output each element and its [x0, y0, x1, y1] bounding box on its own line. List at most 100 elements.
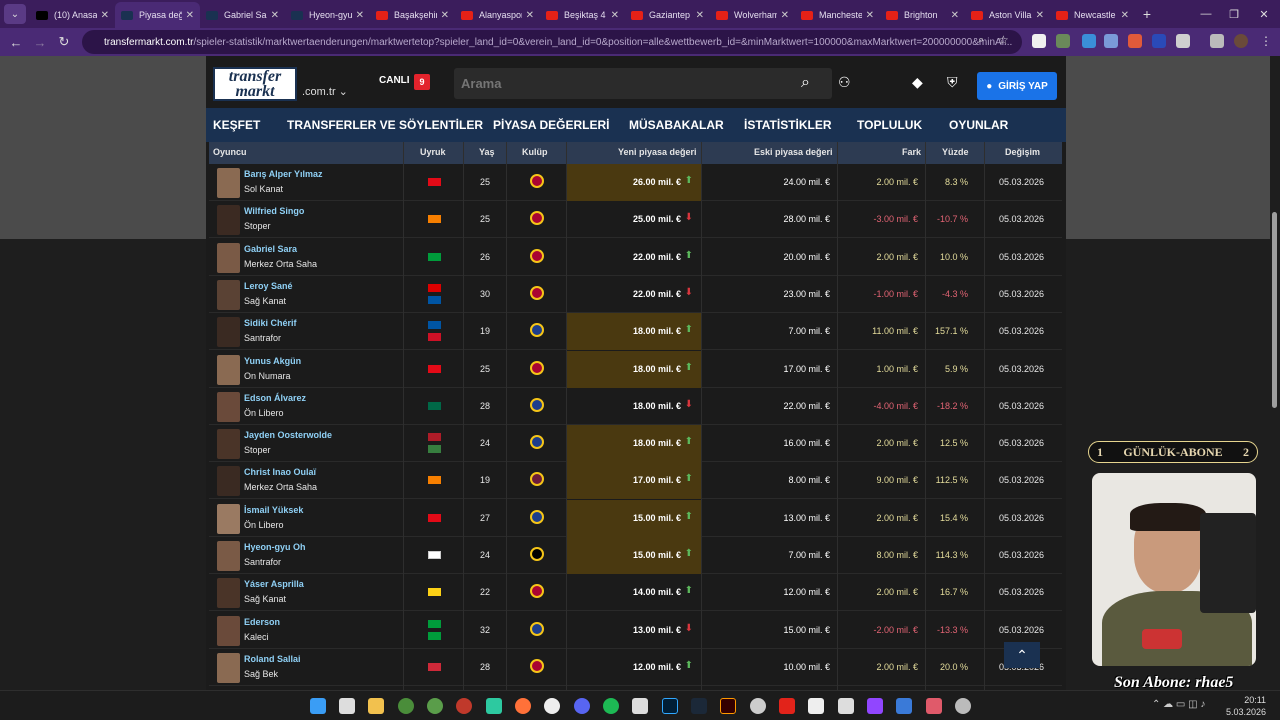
header-diff[interactable]: Fark — [902, 147, 922, 157]
new-market-value[interactable]: 17.00 mil. € — [632, 475, 681, 486]
settings-icon[interactable] — [750, 698, 766, 714]
app-icon[interactable] — [632, 698, 648, 714]
back-icon[interactable]: ← — [9, 34, 23, 50]
new-market-value[interactable]: 18.00 mil. € — [632, 400, 681, 411]
new-market-value[interactable]: 22.00 mil. € — [632, 251, 681, 262]
club-crest-icon[interactable] — [530, 584, 544, 599]
app-icon[interactable] — [838, 698, 854, 714]
back-to-top-button[interactable]: ⌃ — [1004, 642, 1040, 668]
extension-icon[interactable] — [1152, 34, 1166, 48]
app-icon[interactable] — [544, 698, 560, 714]
reload-icon[interactable]: ↻ — [58, 34, 70, 49]
extensions-puzzle-icon[interactable] — [1176, 34, 1190, 48]
browser-tab[interactable]: Gaziantep ✕ — [625, 2, 710, 28]
new-market-value[interactable]: 26.00 mil. € — [632, 177, 681, 187]
nav-community[interactable]: TOPLULUK — [857, 118, 923, 132]
new-market-value[interactable]: 18.00 mil. € — [632, 438, 681, 449]
tab-close-icon[interactable]: ✕ — [270, 9, 279, 21]
club-crest-icon[interactable] — [530, 248, 544, 263]
browser-tab[interactable]: Piyasa değerleri✕ — [115, 2, 200, 28]
player-photo[interactable] — [217, 242, 240, 273]
chrome-profile-icon[interactable] — [427, 698, 443, 714]
tab-close-icon[interactable]: ✕ — [1035, 9, 1044, 21]
extension-icon[interactable] — [1056, 34, 1070, 48]
url-input[interactable]: transfermarkt.com.tr/spieler-statistik/m… — [82, 30, 1022, 54]
player-photo[interactable] — [217, 466, 240, 497]
file-explorer-icon[interactable] — [368, 698, 384, 714]
player-photo[interactable] — [217, 652, 240, 683]
nav-transfers[interactable]: TRANSFERLER VE SÖYLENTİLER — [287, 118, 484, 132]
tab-close-icon[interactable]: ✕ — [355, 9, 364, 21]
search-input[interactable] — [454, 68, 784, 99]
photoshop-icon[interactable] — [662, 698, 678, 714]
club-crest-icon[interactable] — [530, 397, 544, 412]
taskview-icon[interactable] — [339, 698, 355, 714]
nav-games[interactable]: OYUNLAR — [949, 118, 1009, 132]
player-photo[interactable] — [217, 205, 240, 236]
chrome-icon[interactable] — [398, 698, 414, 714]
browser-tab[interactable]: Brighton ✕ — [880, 2, 965, 28]
player-name-link[interactable]: Roland Sallai — [244, 653, 301, 664]
browser-tab[interactable]: Başakşehir ✕ — [370, 2, 455, 28]
player-name-link[interactable]: Barış Alper Yılmaz — [244, 169, 323, 179]
acrobat-icon[interactable] — [779, 698, 795, 714]
browser-tab[interactable]: Hyeon-gyu Oh✕ — [285, 2, 370, 28]
header-percent[interactable]: Yüzde — [942, 147, 969, 157]
player-photo[interactable] — [217, 391, 240, 422]
tab-close-icon[interactable]: ✕ — [950, 9, 959, 21]
tab-close-icon[interactable]: ✕ — [525, 9, 534, 21]
club-crest-icon[interactable] — [530, 323, 544, 338]
advanced-search-icon[interactable]: ⚇ — [838, 74, 851, 90]
player-name-link[interactable]: Jayden Oosterwolde — [244, 430, 333, 441]
player-name-link[interactable]: Yáser Asprilla — [244, 579, 304, 590]
player-photo[interactable] — [217, 578, 240, 609]
browser-tab[interactable]: Newcastle ✕ — [1050, 2, 1135, 28]
system-clock[interactable]: 20:11 5.03.2026 — [1226, 695, 1267, 717]
app-icon[interactable] — [926, 698, 942, 714]
player-name-link[interactable]: Wilfried Singo — [244, 206, 305, 217]
menu-dots-icon[interactable]: ⋮ — [1260, 34, 1272, 48]
header-age[interactable]: Yaş — [479, 147, 495, 157]
start-icon[interactable] — [310, 698, 326, 714]
club-crest-icon[interactable] — [530, 435, 544, 450]
tab-close-icon[interactable]: ✕ — [100, 9, 109, 21]
club-crest-icon[interactable] — [530, 360, 544, 375]
extension-icon[interactable] — [1128, 34, 1142, 48]
player-photo[interactable] — [217, 429, 240, 460]
player-name-link[interactable]: Yunus Akgün — [244, 355, 302, 366]
discord-icon[interactable] — [574, 698, 590, 714]
new-market-value[interactable]: 14.00 mil. € — [632, 587, 681, 598]
tab-close-icon[interactable]: ✕ — [440, 9, 449, 21]
club-crest-icon[interactable] — [530, 472, 544, 487]
tab-list-button[interactable]: ⌄ — [4, 4, 26, 24]
shield-icon[interactable]: ⛨ — [947, 74, 958, 90]
header-new-value[interactable]: Yeni piyasa değeri — [618, 147, 697, 157]
new-tab-button[interactable]: + — [1142, 6, 1152, 22]
header-nationality[interactable]: Uyruk — [420, 147, 446, 157]
tab-close-icon[interactable]: ✕ — [610, 9, 619, 21]
new-market-value[interactable]: 18.00 mil. € — [632, 326, 681, 337]
steam-icon[interactable] — [691, 698, 707, 714]
tab-close-icon[interactable]: ✕ — [1120, 9, 1129, 21]
club-crest-icon[interactable] — [530, 211, 544, 226]
player-photo[interactable] — [217, 317, 240, 348]
player-photo[interactable] — [217, 541, 240, 571]
app-icon[interactable] — [808, 698, 824, 714]
browser-tab[interactable]: (10) Anasayfa✕ — [30, 2, 115, 28]
player-photo[interactable] — [217, 615, 240, 646]
twitch-icon[interactable] — [867, 698, 883, 714]
scrollbar-thumb[interactable] — [1272, 212, 1277, 408]
new-market-value[interactable]: 13.00 mil. € — [632, 624, 681, 635]
maximize-button[interactable]: ❐ — [1229, 8, 1239, 21]
tab-close-icon[interactable]: ✕ — [780, 9, 789, 21]
browser-tab[interactable]: Gabriel Sara✕ — [200, 2, 285, 28]
profile-avatar[interactable] — [1234, 34, 1248, 48]
new-market-value[interactable]: 15.00 mil. € — [632, 512, 681, 523]
extension-icon[interactable] — [1104, 34, 1118, 48]
nav-kesfet[interactable]: KEŞFET — [213, 118, 261, 132]
zoom-icon[interactable]: ⌕ — [978, 34, 985, 46]
club-crest-icon[interactable] — [530, 658, 544, 673]
club-crest-icon[interactable] — [530, 547, 544, 561]
extension-icon[interactable] — [1082, 34, 1096, 48]
player-name-link[interactable]: Gabriel Sara — [244, 243, 298, 254]
